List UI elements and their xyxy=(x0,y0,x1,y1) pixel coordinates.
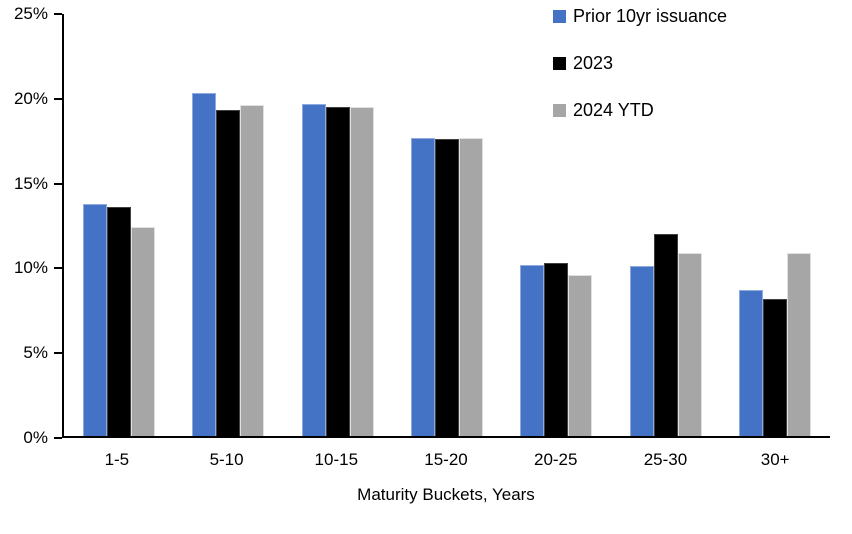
y-tick-mark xyxy=(54,13,62,15)
bar-5-10-prior-10yr-issuance xyxy=(192,93,217,436)
y-tick-mark xyxy=(54,352,62,355)
x-axis-labels: 1-5 5-10 10-15 15-20 20-25 25-30 30+ xyxy=(62,450,830,470)
y-tick-mark xyxy=(54,97,62,100)
y-tick-mark xyxy=(54,182,62,185)
legend-item-prior-10yr-issuance: Prior 10yr issuance xyxy=(553,6,727,26)
bar-group-30+ xyxy=(721,14,830,436)
x-tick-label: 20-25 xyxy=(533,450,578,469)
y-tick-label: 25% xyxy=(13,4,48,23)
plot-area xyxy=(62,14,830,438)
x-tick-label: 15-20 xyxy=(424,450,468,469)
bar-20-25-prior-10yr-issuance xyxy=(520,265,545,436)
bar-15-20-2024-ytd xyxy=(458,138,483,436)
legend-item-2023: 2023 xyxy=(553,53,727,73)
x-tick-label: 10-15 xyxy=(314,450,359,469)
x-tick-label: 1-5 xyxy=(104,450,130,469)
bar-10-15-2024-ytd xyxy=(349,107,374,436)
legend-label: Prior 10yr issuance xyxy=(573,5,728,26)
bar-20-25-2023 xyxy=(544,263,569,436)
y-tick-label: 0% xyxy=(23,428,48,447)
y-tick-mark xyxy=(54,437,62,439)
bar-series-container xyxy=(64,14,830,436)
legend-swatch-icon xyxy=(553,56,566,70)
legend-label: 2024 YTD xyxy=(573,99,654,120)
bar-15-20-prior-10yr-issuance xyxy=(410,138,435,436)
x-tick-label: 25-30 xyxy=(643,450,688,469)
x-tick-label: 30+ xyxy=(760,450,790,469)
bar-30+-2024-ytd xyxy=(787,253,812,436)
legend-label: 2023 xyxy=(573,52,614,73)
x-axis-title: Maturity Buckets, Years xyxy=(357,485,535,504)
bar-1-5-prior-10yr-issuance xyxy=(82,204,107,436)
bar-group-5-10 xyxy=(173,14,282,436)
bar-10-15-prior-10yr-issuance xyxy=(301,104,326,436)
legend: Prior 10yr issuance 2023 2024 YTD xyxy=(553,6,727,147)
bar-15-20-2023 xyxy=(434,139,459,436)
bar-25-30-2024-ytd xyxy=(677,253,702,436)
bar-1-5-2024-ytd xyxy=(130,227,155,436)
y-tick-label: 10% xyxy=(13,258,48,278)
bar-group-15-20 xyxy=(392,14,501,436)
bar-10-15-2023 xyxy=(325,107,350,436)
bar-30+-2023 xyxy=(763,299,788,436)
bar-25-30-prior-10yr-issuance xyxy=(629,266,654,436)
y-tick-mark xyxy=(54,267,62,270)
x-tick-label: 5-10 xyxy=(209,450,244,469)
bar-20-25-2024-ytd xyxy=(568,275,593,436)
bar-25-30-2023 xyxy=(653,234,678,436)
bar-30+-prior-10yr-issuance xyxy=(739,290,764,436)
bar-group-1-5 xyxy=(64,14,173,436)
legend-item-2024-ytd: 2024 YTD xyxy=(553,100,727,120)
y-tick-label: 15% xyxy=(13,173,48,193)
y-tick-label: 20% xyxy=(13,88,48,108)
bar-group-25-30 xyxy=(611,14,720,436)
bar-group-10-15 xyxy=(283,14,392,436)
bar-5-10-2024-ytd xyxy=(240,105,265,436)
bar-group-20-25 xyxy=(502,14,611,436)
legend-swatch-icon xyxy=(553,9,566,23)
legend-swatch-icon xyxy=(553,103,566,117)
y-tick-label: 5% xyxy=(23,343,48,363)
bar-1-5-2023 xyxy=(106,207,131,436)
bar-5-10-2023 xyxy=(216,110,241,436)
